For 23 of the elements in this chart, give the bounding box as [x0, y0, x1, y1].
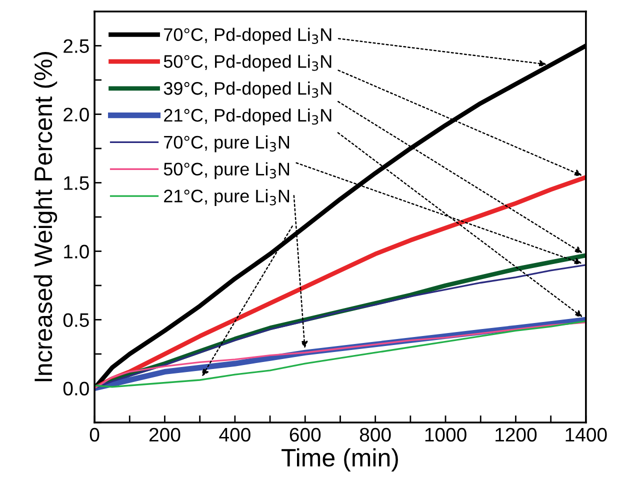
x-tick-label: 1400: [566, 428, 607, 442]
text: 0.0: [63, 382, 89, 396]
y-tick-label: 2.5: [64, 39, 89, 53]
legend-label: 70°C, pure Li$_{3}$N: [164, 135, 290, 152]
x-tick-label: 600: [290, 428, 321, 442]
legend-label: 21°C, Pd-doped Li$_{3}$N: [164, 108, 332, 126]
legend-label: 70°C, Pd-doped Li$_{3}$N: [164, 28, 332, 45]
y-tick-label: 0.5: [63, 313, 89, 327]
x-tick-label: 1000: [425, 428, 466, 442]
legend-label: 21°C, pure Li$_{3}$N: [164, 189, 290, 206]
legend-label: 50°C, pure Li$_{3}$N: [164, 162, 290, 180]
y-axis-title: Increased Weight Percent (%): [34, 52, 58, 382]
legend-label: 39°C, Pd-doped Li$_{3}$N: [164, 82, 332, 98]
y-tick-label: 1.5: [64, 176, 89, 190]
x-tick-label: 400: [219, 428, 250, 442]
y-tick-label: 1.0: [64, 244, 89, 258]
x-tick-label: 800: [360, 428, 391, 442]
x-axis-title: Time (min): [282, 448, 398, 472]
y-tick-label: 2.0: [64, 108, 89, 122]
x-tick-label: 1200: [496, 428, 537, 442]
x-tick-label: 200: [150, 428, 180, 442]
x-tick-label: 0: [90, 428, 100, 442]
legend-label: 50°C, Pd-doped Li$_{3}$N: [164, 54, 332, 72]
